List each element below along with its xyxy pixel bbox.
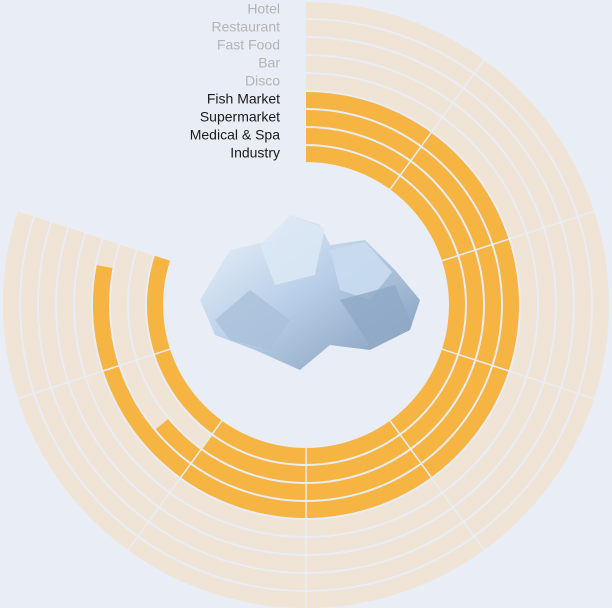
category-label: Supermarket [200,109,280,125]
segment-divider [126,418,224,553]
category-label: Bar [258,55,280,71]
segment-divider [439,210,597,263]
segment-divider [388,418,486,553]
category-label: Hotel [247,1,280,17]
category-label: Fish Market [207,91,280,107]
category-label: Fast Food [217,37,280,53]
segment-divider [388,57,486,192]
category-label: Restaurant [212,19,281,35]
segment-divider [439,347,597,400]
category-label: Industry [230,145,280,161]
category-label: Medical & Spa [190,127,280,143]
rings [3,2,609,608]
category-label: Disco [245,73,280,89]
crystal-image [200,215,420,370]
bar [155,110,501,501]
segment-divider [15,347,173,400]
